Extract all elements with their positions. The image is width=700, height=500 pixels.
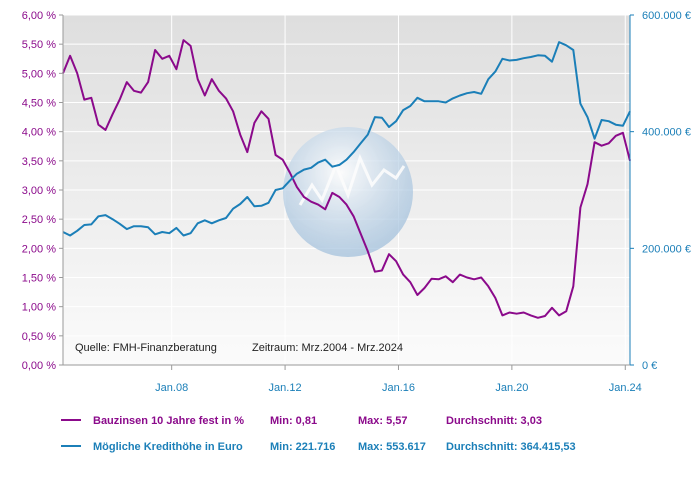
y-right-tick-label: 0 € — [642, 360, 657, 372]
series-line-kredithoehe — [62, 41, 631, 237]
y-left-tick-label: 1,50 % — [22, 273, 56, 285]
legend-min-bauzinsen: Min: 0,81 — [270, 415, 317, 427]
period-note: Zeitraum: Mrz.2004 - Mrz.2024 — [252, 342, 403, 354]
y-right-tick-label: 600.000 € — [642, 10, 691, 22]
y-left-tick-label: 3,00 % — [22, 185, 56, 197]
y-left-tick-label: 1,00 % — [22, 302, 56, 314]
y-left-tick-label: 4,00 % — [22, 127, 56, 139]
legend-avg-kredithoehe: Durchschnitt: 364.415,53 — [446, 441, 576, 453]
y-left-tick-label: 3,50 % — [22, 156, 56, 168]
x-tick-label: Jan.16 — [382, 382, 415, 394]
x-tick-label: Jan.12 — [269, 382, 302, 394]
y-left-tick-label: 5,00 % — [22, 68, 56, 80]
source-note: Quelle: FMH-Finanzberatung — [75, 342, 217, 354]
series-layer — [62, 39, 631, 319]
y-right-tick-label: 400.000 € — [642, 127, 691, 139]
watermark-logo — [283, 127, 413, 257]
x-tick-label: Jan.24 — [609, 382, 642, 394]
y-left-tick-label: 0,50 % — [22, 331, 56, 343]
y-right-tick-label: 200.000 € — [642, 243, 691, 255]
axes-layer: 0,00 % 0,50 % 1,00 % 1,50 % 2,00 % 2,50 % 3,00… — [22, 10, 691, 394]
legend-label-bauzinsen: Bauzinsen 10 Jahre fest in % — [93, 415, 244, 427]
series-line-bauzinsen — [62, 39, 631, 319]
legend-max-kredithoehe: Max: 553.617 — [358, 441, 426, 453]
y-left-tick-label: 2,00 % — [22, 243, 56, 255]
y-left-tick-label: 6,00 % — [22, 10, 56, 22]
legend-avg-bauzinsen: Durchschnitt: 3,03 — [446, 415, 542, 427]
y-left-tick-label: 0,00 % — [22, 360, 56, 372]
y-left-tick-label: 4,50 % — [22, 98, 56, 110]
y-left-tick-label: 5,50 % — [22, 39, 56, 51]
legend-min-kredithoehe: Min: 221.716 — [270, 441, 335, 453]
x-tick-label: Jan.08 — [155, 382, 188, 394]
legend-label-kredithoehe: Mögliche Kredithöhe in Euro — [93, 441, 243, 453]
y-left-tick-label: 2,50 % — [22, 214, 56, 226]
legend-max-bauzinsen: Max: 5,57 — [358, 415, 408, 427]
x-tick-label: Jan.20 — [495, 382, 528, 394]
